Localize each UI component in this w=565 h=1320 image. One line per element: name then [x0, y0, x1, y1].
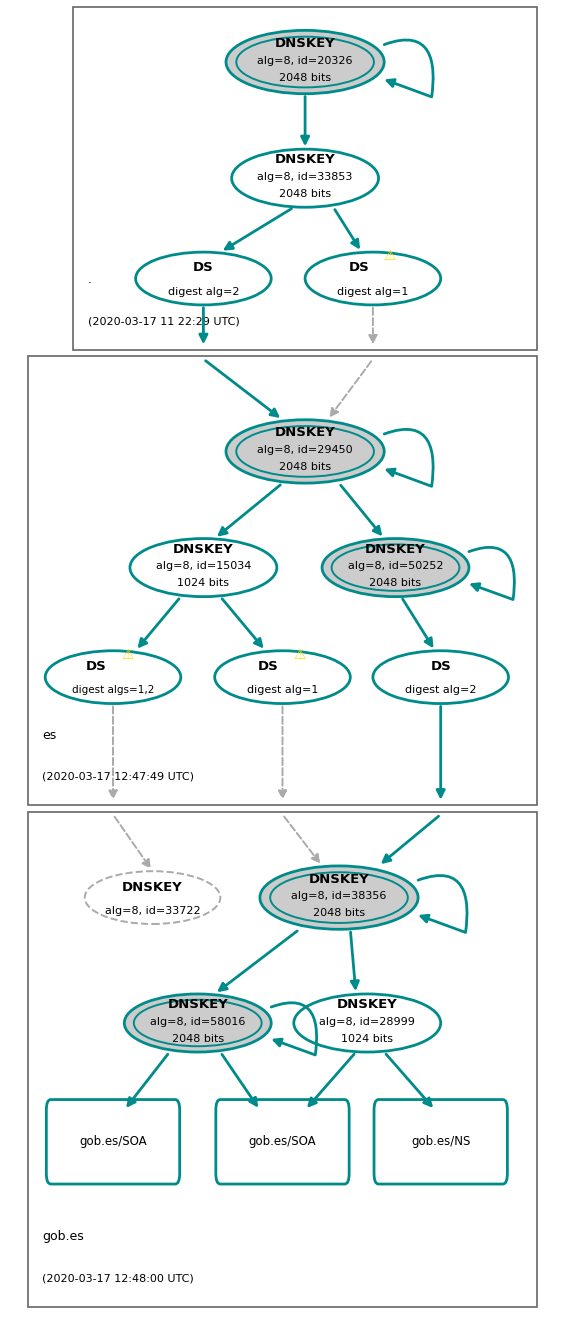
- Text: DNSKEY: DNSKEY: [173, 543, 234, 556]
- Text: alg=8, id=33722: alg=8, id=33722: [105, 906, 201, 916]
- FancyBboxPatch shape: [28, 356, 537, 805]
- Text: DNSKEY: DNSKEY: [275, 153, 336, 166]
- Text: alg=8, id=50252: alg=8, id=50252: [347, 561, 444, 572]
- FancyArrowPatch shape: [469, 548, 514, 599]
- Ellipse shape: [215, 651, 350, 704]
- Text: alg=8, id=20326: alg=8, id=20326: [257, 55, 353, 66]
- Text: 1024 bits: 1024 bits: [341, 1034, 393, 1044]
- Ellipse shape: [260, 866, 418, 929]
- Text: alg=8, id=28999: alg=8, id=28999: [319, 1016, 415, 1027]
- Text: DNSKEY: DNSKEY: [167, 998, 228, 1011]
- Text: alg=8, id=58016: alg=8, id=58016: [150, 1016, 245, 1027]
- Text: DNSKEY: DNSKEY: [337, 998, 398, 1011]
- FancyArrowPatch shape: [384, 40, 433, 96]
- FancyArrowPatch shape: [384, 429, 433, 486]
- Text: digest alg=1: digest alg=1: [247, 685, 318, 696]
- Ellipse shape: [232, 149, 379, 207]
- Text: (2020-03-17 12:47:49 UTC): (2020-03-17 12:47:49 UTC): [42, 771, 194, 781]
- Text: gob.es/SOA: gob.es/SOA: [79, 1135, 147, 1148]
- Text: ⚠: ⚠: [121, 648, 133, 661]
- Text: 2048 bits: 2048 bits: [370, 578, 421, 589]
- Text: digest alg=1: digest alg=1: [337, 286, 408, 297]
- FancyBboxPatch shape: [73, 7, 537, 350]
- Text: alg=8, id=33853: alg=8, id=33853: [258, 172, 353, 182]
- Text: DNSKEY: DNSKEY: [122, 880, 183, 894]
- Ellipse shape: [130, 539, 277, 597]
- Text: DS: DS: [349, 261, 369, 275]
- Text: 2048 bits: 2048 bits: [172, 1034, 224, 1044]
- Text: es: es: [42, 729, 57, 742]
- Ellipse shape: [85, 871, 220, 924]
- Text: 2048 bits: 2048 bits: [313, 908, 365, 919]
- Text: (2020-03-17 11 22:29 UTC): (2020-03-17 11 22:29 UTC): [88, 315, 240, 326]
- FancyArrowPatch shape: [271, 1003, 316, 1055]
- Text: .: .: [88, 273, 92, 286]
- Text: 2048 bits: 2048 bits: [279, 189, 331, 199]
- FancyBboxPatch shape: [374, 1100, 507, 1184]
- FancyBboxPatch shape: [28, 812, 537, 1307]
- Text: ⚠: ⚠: [384, 249, 396, 263]
- Text: gob.es/SOA: gob.es/SOA: [249, 1135, 316, 1148]
- Text: DS: DS: [86, 660, 106, 673]
- Text: digest alg=2: digest alg=2: [405, 685, 476, 696]
- Ellipse shape: [322, 539, 469, 597]
- Text: digest algs=1,2: digest algs=1,2: [72, 685, 154, 696]
- Ellipse shape: [136, 252, 271, 305]
- Text: DS: DS: [193, 261, 214, 275]
- Text: 2048 bits: 2048 bits: [279, 73, 331, 83]
- Ellipse shape: [226, 420, 384, 483]
- Text: alg=8, id=38356: alg=8, id=38356: [292, 891, 386, 902]
- Text: 2048 bits: 2048 bits: [279, 462, 331, 473]
- Text: ⚠: ⚠: [293, 648, 306, 661]
- Ellipse shape: [305, 252, 441, 305]
- Text: 1024 bits: 1024 bits: [177, 578, 229, 589]
- Text: DS: DS: [258, 660, 279, 673]
- Text: DNSKEY: DNSKEY: [365, 543, 426, 556]
- Ellipse shape: [294, 994, 441, 1052]
- FancyArrowPatch shape: [418, 875, 467, 932]
- Ellipse shape: [124, 994, 271, 1052]
- Text: digest alg=2: digest alg=2: [168, 286, 239, 297]
- FancyBboxPatch shape: [216, 1100, 349, 1184]
- Text: alg=8, id=15034: alg=8, id=15034: [156, 561, 251, 572]
- Text: DS: DS: [431, 660, 451, 673]
- Text: gob.es: gob.es: [42, 1230, 84, 1243]
- Text: DNSKEY: DNSKEY: [275, 426, 336, 440]
- Text: (2020-03-17 12:48:00 UTC): (2020-03-17 12:48:00 UTC): [42, 1272, 194, 1283]
- Text: alg=8, id=29450: alg=8, id=29450: [257, 445, 353, 455]
- Text: gob.es/NS: gob.es/NS: [411, 1135, 471, 1148]
- FancyBboxPatch shape: [46, 1100, 180, 1184]
- Ellipse shape: [45, 651, 181, 704]
- Text: DNSKEY: DNSKEY: [275, 37, 336, 50]
- Ellipse shape: [226, 30, 384, 94]
- Text: DNSKEY: DNSKEY: [308, 873, 370, 886]
- Ellipse shape: [373, 651, 508, 704]
